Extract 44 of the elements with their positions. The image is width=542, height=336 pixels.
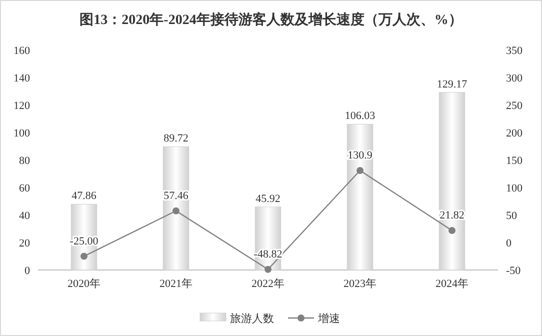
data-label: -48.82 — [254, 248, 282, 260]
bar — [162, 146, 190, 270]
data-label: 89.72 — [164, 132, 188, 145]
x-tick-label: 2021年 — [160, 278, 192, 290]
point — [80, 252, 88, 260]
y2-tick-label: -50 — [506, 265, 522, 277]
x-tick-label: 2022年 — [252, 278, 284, 290]
y-tick-label: 140 — [14, 72, 30, 84]
y-tick-label: 120 — [14, 100, 30, 112]
data-label: 47.86 — [72, 190, 97, 202]
data-label: 130.9 — [348, 150, 373, 162]
y2-tick-label: 200 — [506, 128, 523, 140]
y-tick-label: 100 — [14, 128, 30, 140]
y2-tick-label: 100 — [506, 182, 523, 194]
y-tick-label: 60 — [19, 182, 30, 194]
y2-tick-label: 50 — [506, 210, 518, 222]
y-tick-label: 0 — [24, 265, 30, 277]
data-label: 129.17 — [436, 78, 468, 90]
data-label: 106.03 — [344, 110, 376, 122]
y2-tick-label: 300 — [506, 72, 523, 84]
y-tick-label: 40 — [19, 210, 30, 222]
chart-title: 图13：2020年-2024年接待游客人数及增长速度（万人次、%） — [80, 11, 462, 28]
y2-tick-label: 350 — [506, 45, 523, 57]
x-tick-label: 2020年 — [68, 278, 100, 290]
x-tick-label: 2024年 — [436, 278, 468, 290]
point — [264, 266, 272, 273]
data-label: 21.82 — [440, 210, 464, 222]
y-tick-label: 20 — [19, 238, 30, 250]
point — [356, 167, 364, 174]
data-label: 45.92 — [256, 192, 280, 205]
y2-tick-label: 250 — [506, 100, 523, 112]
data-label: 57.46 — [164, 190, 189, 202]
y-tick-label: 160 — [14, 45, 30, 57]
y2-tick-label: 150 — [506, 155, 523, 167]
y-tick-label: 80 — [19, 155, 30, 167]
data-label: -25.00 — [70, 235, 99, 248]
x-tick-label: 2023年 — [344, 278, 376, 290]
point — [448, 227, 456, 234]
bar — [438, 92, 466, 270]
legend-label: 增速 — [317, 312, 340, 325]
y2-tick-label: 0 — [506, 238, 512, 250]
bar — [346, 124, 374, 270]
point — [172, 207, 180, 214]
legend-label: 旅游人数 — [230, 312, 274, 325]
